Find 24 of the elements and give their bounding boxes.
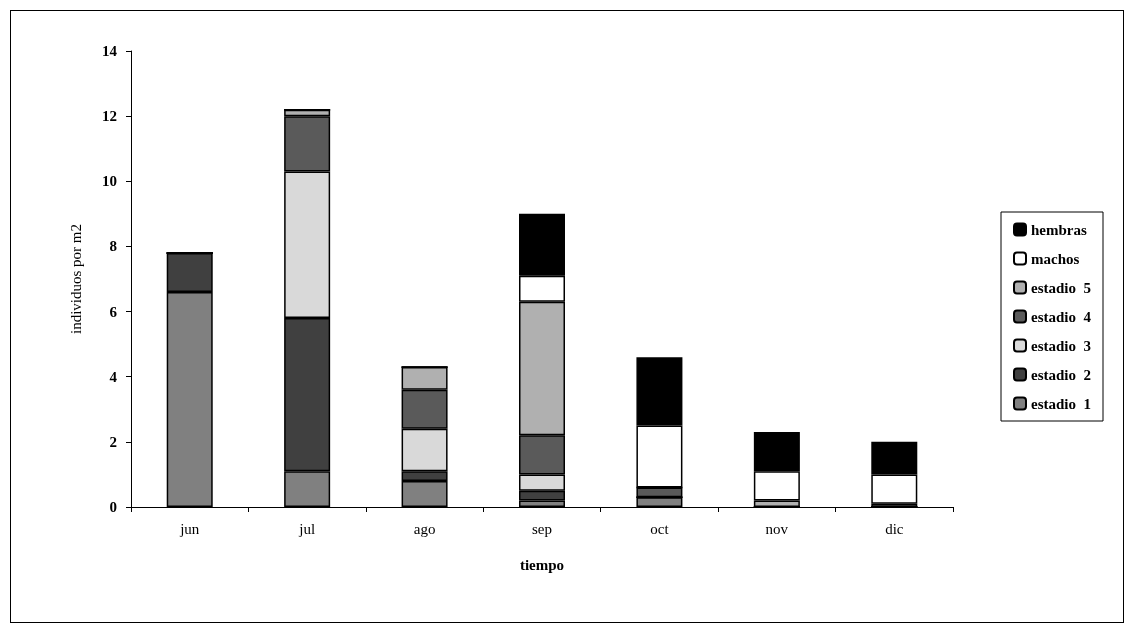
x-tick-label: jun — [179, 520, 200, 537]
y-tick-label: 4 — [109, 368, 118, 385]
legend-label: hembras — [1031, 221, 1087, 238]
y-tick-label: 0 — [109, 499, 117, 515]
x-axis-title: tiempo — [519, 556, 565, 573]
y-tick-label: 2 — [109, 433, 117, 450]
x-tick-label: dic — [885, 520, 904, 537]
legend-label: machos — [1031, 250, 1080, 267]
x-tick-label: nov — [765, 520, 789, 537]
x-tick-label: jul — [298, 520, 316, 537]
legend-label: estadio 4 — [1031, 308, 1092, 325]
x-tick-label: oct — [650, 520, 670, 537]
legend-label: estadio 3 — [1031, 337, 1091, 354]
x-tick-label: sep — [532, 520, 552, 537]
legend-label: estadio 5 — [1031, 279, 1091, 296]
x-tick-label: ago — [413, 520, 436, 537]
y-tick-label: 10 — [102, 173, 117, 190]
legend-label: estadio 1 — [1031, 395, 1091, 412]
y-tick-label: 14 — [102, 43, 118, 59]
y-tick-label: 6 — [109, 303, 118, 320]
y-tick-label: 12 — [102, 108, 117, 125]
legend-label: estadio 2 — [1031, 366, 1091, 383]
y-tick-label: 8 — [109, 238, 117, 255]
y-axis-title: individuos por m2 — [67, 223, 84, 335]
